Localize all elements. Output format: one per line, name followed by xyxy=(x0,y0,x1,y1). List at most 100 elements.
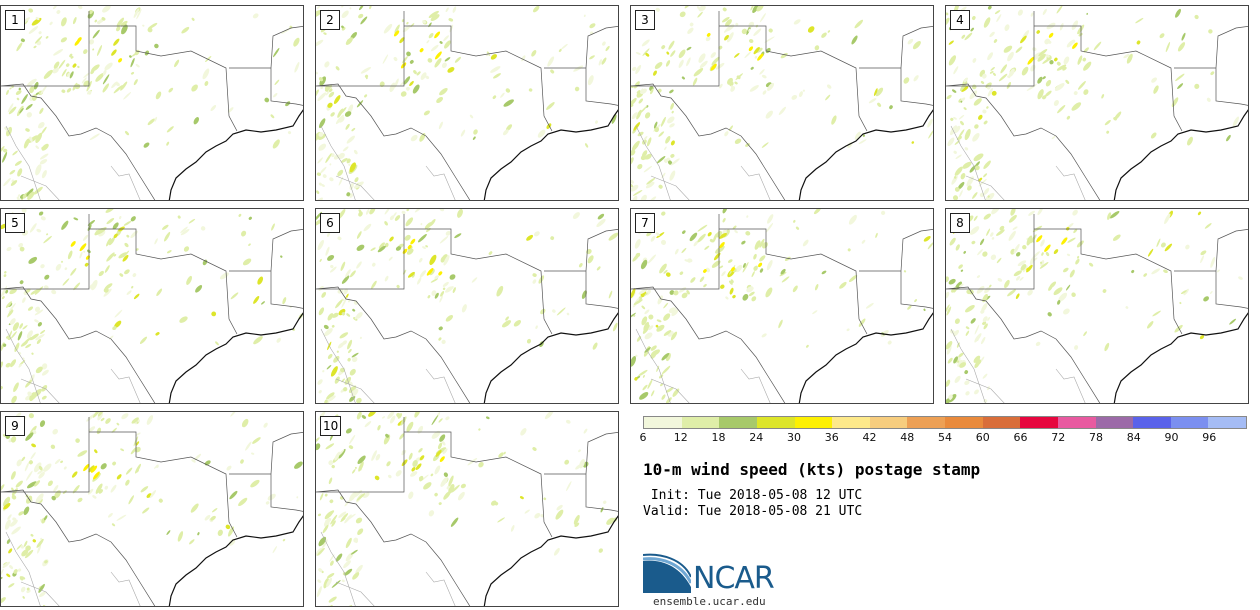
map-svg xyxy=(631,209,933,403)
wind-speed-field xyxy=(631,6,933,200)
state-borders xyxy=(631,214,933,403)
colorbar-segment xyxy=(982,417,1021,428)
colorbar-tick-label: 12 xyxy=(673,431,688,444)
map-svg xyxy=(946,6,1248,200)
wind-speed-field xyxy=(946,209,1243,403)
state-borders xyxy=(946,11,1248,200)
colorbar-tick-label: 42 xyxy=(862,431,877,444)
coastline xyxy=(798,109,933,200)
county-lines xyxy=(5,328,141,403)
colorbar-segment xyxy=(756,417,795,428)
ensemble-member-map: 6 xyxy=(315,208,619,404)
county-lines xyxy=(320,125,456,200)
ensemble-member-map: 10 xyxy=(315,411,619,607)
state-borders xyxy=(946,214,1248,403)
coastline xyxy=(1113,312,1248,403)
member-number: 8 xyxy=(950,213,970,233)
colorbar-segment xyxy=(1057,417,1096,428)
logo-text: NCAR xyxy=(693,561,775,596)
map-svg xyxy=(1,6,303,200)
map-svg xyxy=(1,209,303,403)
colorbar-tick-label: 72 xyxy=(1051,431,1066,444)
state-borders xyxy=(631,11,933,200)
colorbar-segment xyxy=(945,417,983,428)
colorbar-tick-label: 24 xyxy=(749,431,764,444)
wind-speed-field xyxy=(1,412,303,606)
coastline xyxy=(168,312,303,403)
colorbar-segment xyxy=(644,417,682,428)
member-number: 9 xyxy=(5,416,25,436)
wind-speed-field xyxy=(631,209,933,403)
state-borders xyxy=(1,417,303,606)
colorbar-segment xyxy=(1208,417,1246,428)
map-svg xyxy=(1,412,303,606)
member-number: 10 xyxy=(320,416,342,436)
valid-time: Valid: Tue 2018-05-08 21 UTC xyxy=(643,504,863,519)
colorbar-segment xyxy=(1133,417,1171,428)
colorbar-ticks: 6 12 18 24 30 36 42 48 54 60 66 72 78 84 90 96 xyxy=(639,431,1247,445)
ensemble-member-map: 3 xyxy=(630,5,934,201)
member-number: 3 xyxy=(635,10,655,30)
county-lines xyxy=(5,531,141,606)
colorbar-tick-label: 96 xyxy=(1202,431,1217,444)
colorbar-segment xyxy=(907,417,945,428)
county-lines xyxy=(5,125,141,200)
colorbar-segment xyxy=(681,417,720,428)
member-number: 6 xyxy=(320,213,340,233)
county-lines xyxy=(320,328,456,403)
coastline xyxy=(483,312,618,403)
wind-speed-field xyxy=(316,6,617,200)
colorbar-segment xyxy=(832,417,870,428)
wind-speed-field xyxy=(946,6,1240,200)
colorbar-tick-label: 66 xyxy=(1013,431,1028,444)
colorbar-segment xyxy=(869,417,908,428)
chart-title: 10-m wind speed (kts) postage stamp xyxy=(643,460,981,479)
coastline xyxy=(168,109,303,200)
colorbar-segment xyxy=(794,417,833,428)
coastline xyxy=(1113,109,1248,200)
member-number: 2 xyxy=(320,10,340,30)
ensemble-member-map: 8 xyxy=(945,208,1249,404)
ensemble-member-map: 2 xyxy=(315,5,619,201)
ensemble-member-map: 1 xyxy=(0,5,304,201)
ncar-swoosh-icon xyxy=(643,553,691,593)
coastline xyxy=(798,312,933,403)
member-number: 5 xyxy=(5,213,25,233)
logo-url: ensemble.ucar.edu xyxy=(653,595,766,608)
ncar-logo: NCAR xyxy=(643,553,793,596)
state-borders xyxy=(316,214,618,403)
colorbar-tick-label: 78 xyxy=(1089,431,1103,444)
colorbar-tick-label: 30 xyxy=(787,431,801,444)
colorbar-tick-label: 18 xyxy=(711,431,726,444)
colorbar-segment xyxy=(719,417,757,428)
colorbar-segment xyxy=(1170,417,1209,428)
ensemble-member-map: 9 xyxy=(0,411,304,607)
ensemble-member-map: 4 xyxy=(945,5,1249,201)
colorbar-tick-label: 54 xyxy=(938,431,952,444)
state-borders xyxy=(1,214,303,403)
map-svg xyxy=(316,6,618,200)
init-time: Init: Tue 2018-05-08 12 UTC xyxy=(643,488,863,503)
colorbar-segment xyxy=(1095,417,1134,428)
member-number: 1 xyxy=(5,10,25,30)
coastline xyxy=(168,515,303,606)
county-lines xyxy=(950,328,1086,403)
state-borders xyxy=(1,11,303,200)
county-lines xyxy=(950,125,1086,200)
coastline xyxy=(483,109,618,200)
colorbar-tick-label: 48 xyxy=(900,431,915,444)
wind-speed-field xyxy=(1,6,300,200)
colorbar-segment xyxy=(1020,417,1058,428)
colorbar-tick-label: 6 xyxy=(639,431,647,444)
member-number: 7 xyxy=(635,213,655,233)
county-lines xyxy=(320,531,456,606)
wind-speed-field xyxy=(316,412,618,606)
map-svg xyxy=(316,412,618,606)
state-borders xyxy=(316,417,618,606)
colorbar xyxy=(643,416,1247,429)
county-lines xyxy=(635,125,771,200)
state-borders xyxy=(316,11,618,200)
map-svg xyxy=(946,209,1248,403)
wind-speed-field xyxy=(1,209,303,403)
map-svg xyxy=(316,209,618,403)
